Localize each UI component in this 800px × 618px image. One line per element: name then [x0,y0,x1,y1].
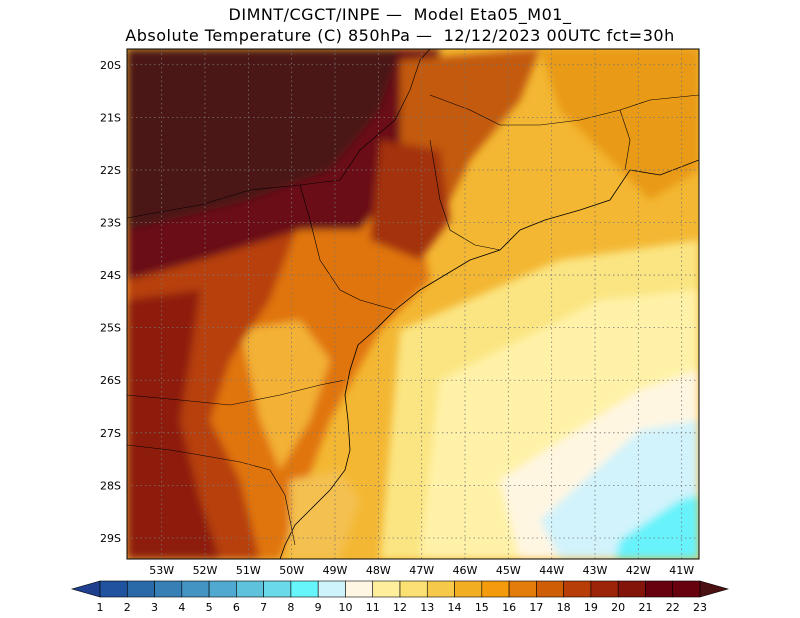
lat-label: 28S [100,479,121,492]
colorbar-label: 17 [529,601,543,614]
colorbar-swatch [645,580,674,598]
colorbar-swatch [617,580,646,598]
lat-label: 23S [100,217,121,230]
lon-label: 52W [193,564,218,577]
lon-label: 48W [366,564,391,577]
colorbar-label: 11 [366,601,380,614]
colorbar-label: 10 [338,601,352,614]
colorbar-label: 3 [151,601,158,614]
colorbar-swatch [563,580,592,598]
colorbar-swatch [126,580,155,598]
colorbar-label: 5 [206,601,213,614]
colorbar-label: 6 [233,601,240,614]
lat-label: 21S [100,111,121,124]
colorbar-swatch [672,580,701,598]
colorbar-swatch [290,580,319,598]
colorbar-label: 7 [260,601,267,614]
colorbar-label: 20 [611,601,625,614]
colorbar-swatch [454,580,483,598]
colorbar-swatch [481,580,510,598]
colorbar-swatch [154,580,183,598]
colorbar-label: 8 [287,601,294,614]
lon-label: 50W [279,564,304,577]
lat-label: 24S [100,269,121,282]
lon-label: 44W [539,564,564,577]
longitude-labels: 53W 52W 51W 50W 49W 48W 47W 46W 45W 44W 43W 42W 41W [149,564,694,577]
lat-label: 25S [100,322,121,335]
colorbar-swatch [508,580,537,598]
colorbar-swatch [372,580,401,598]
colorbar-label: 4 [178,601,185,614]
lat-label: 29S [100,532,121,545]
colorbar-swatch [399,580,428,598]
colorbar-label: 13 [420,601,434,614]
lon-label: 49W [323,564,348,577]
lon-label: 45W [496,564,521,577]
lon-label: 42W [626,564,651,577]
colorbar-swatch [536,580,564,598]
temperature-field [127,49,699,559]
lat-label: 26S [100,374,121,387]
colorbar-label: 2 [124,601,131,614]
colorbar-swatch [99,580,128,598]
colorbar-swatch [208,580,237,598]
colorbar-swatch [317,580,346,598]
lon-label: 41W [669,564,694,577]
lon-label: 47W [409,564,434,577]
lon-label: 46W [453,564,478,577]
colorbar-label: 9 [315,601,322,614]
colorbar-high-arrow [699,580,730,598]
latitude-labels: 20S 21S 22S 23S 24S 25S 26S 27S 28S 29S [100,59,121,545]
colorbar-label: 21 [638,601,652,614]
map-title-line1: DIMNT/CGCT/INPE — Model Eta05_M01_ [228,5,572,24]
colorbar-swatch [236,580,264,598]
lat-label: 20S [100,59,121,72]
colorbar: 1 2 3 4 5 6 7 8 9 10 11 12 13 14 15 16 17 18 19 20 21 22 23 [70,580,730,614]
colorbar-label: 12 [393,601,407,614]
graticule [127,49,699,559]
colorbar-swatch [181,580,210,598]
colorbar-label: 14 [448,601,462,614]
colorbar-label: 1 [97,601,104,614]
lat-label: 22S [100,164,121,177]
colorbar-label: 22 [666,601,680,614]
colorbar-swatch [590,580,619,598]
lon-label: 53W [149,564,174,577]
colorbar-label: 23 [693,601,707,614]
map-title-line2: Absolute Temperature (C) 850hPa — 12/12/… [125,26,675,45]
colorbar-label: 19 [584,601,598,614]
colorbar-label: 15 [475,601,489,614]
colorbar-swatch [426,580,455,598]
colorbar-label: 16 [502,601,516,614]
lat-label: 27S [100,427,121,440]
lon-label: 43W [583,564,608,577]
lon-label: 51W [236,564,261,577]
colorbar-swatch [345,580,374,598]
colorbar-label: 18 [557,601,571,614]
colorbar-swatch [263,580,292,598]
colorbar-low-arrow [70,580,101,598]
